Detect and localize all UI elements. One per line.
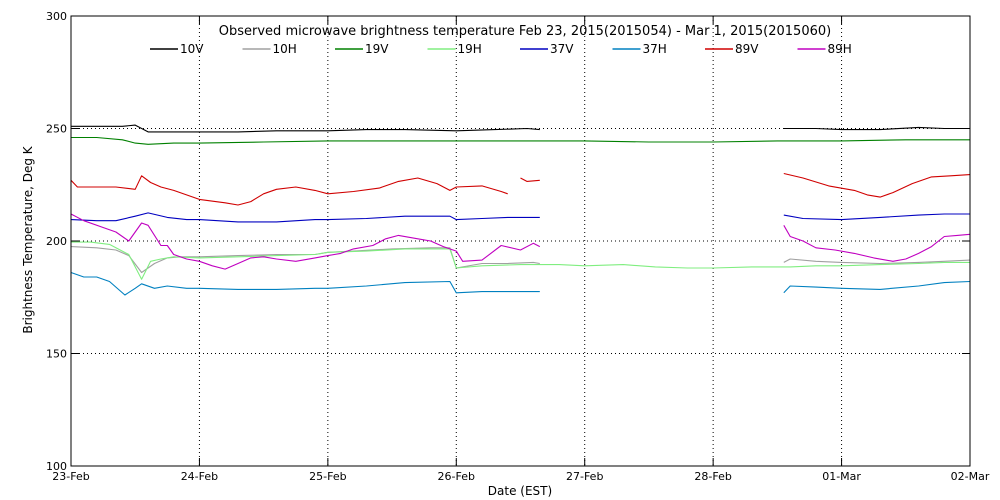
series-line-10v xyxy=(783,126,970,131)
series-37v xyxy=(70,212,970,223)
series-19v xyxy=(71,136,970,145)
series-89v xyxy=(70,172,971,206)
series-line-89v xyxy=(520,177,540,182)
x-tick-label: 02-Mar xyxy=(951,470,990,483)
x-tick-label: 24-Feb xyxy=(181,470,218,483)
y-tick-label: 100 xyxy=(46,460,67,473)
series-line-37h xyxy=(70,271,540,296)
legend-label: 19H xyxy=(458,42,482,56)
legend-label: 89V xyxy=(735,42,759,56)
x-tick-label: 26-Feb xyxy=(438,470,475,483)
series-line-19v xyxy=(71,136,970,145)
x-tick-label: 01-Mar xyxy=(822,470,861,483)
y-tick-label: 150 xyxy=(46,348,67,361)
series-line-10v xyxy=(71,124,540,133)
series-line-19h xyxy=(71,241,970,280)
series-line-37v xyxy=(783,213,970,221)
legend-label: 89H xyxy=(828,42,852,56)
legend-label: 37H xyxy=(643,42,667,56)
series-line-10h xyxy=(783,258,971,265)
series-89h xyxy=(70,213,971,270)
x-tick-label: 27-Feb xyxy=(566,470,603,483)
series-line-89v xyxy=(783,172,971,198)
x-tick-label: 23-Feb xyxy=(52,470,89,483)
y-tick-label: 250 xyxy=(46,123,67,136)
series-line-89h xyxy=(783,225,971,262)
series-line-37v xyxy=(70,212,540,223)
chart-title: Observed microwave brightness temperatur… xyxy=(219,24,831,39)
y-tick-label: 300 xyxy=(46,10,67,23)
series-37h xyxy=(70,271,971,296)
y-axis-label: Brightness Temperature, Deg K xyxy=(21,145,35,333)
series-10v xyxy=(71,124,970,133)
grid-layer xyxy=(71,16,970,466)
x-axis-label: Date (EST) xyxy=(488,484,552,498)
series-19h xyxy=(71,241,970,280)
y-tick-label: 200 xyxy=(46,235,67,248)
series-line-89v xyxy=(70,175,508,206)
legend-label: 10H xyxy=(273,42,297,56)
series-layer xyxy=(70,124,971,296)
legend-label: 10V xyxy=(180,42,204,56)
legend-label: 19V xyxy=(365,42,389,56)
tick-layer: 23-Feb 24-Feb 25-Feb 26-Feb 27-Feb 28-Feb 01-M… xyxy=(46,10,990,483)
series-line-89h xyxy=(70,213,541,270)
legend-label: 37V xyxy=(550,42,574,56)
x-tick-label: 28-Feb xyxy=(694,470,731,483)
legend: 10V 10H 19V 19H 37V 37H 89V 89H xyxy=(150,42,852,56)
series-line-37h xyxy=(783,280,971,294)
x-tick-label: 25-Feb xyxy=(309,470,346,483)
